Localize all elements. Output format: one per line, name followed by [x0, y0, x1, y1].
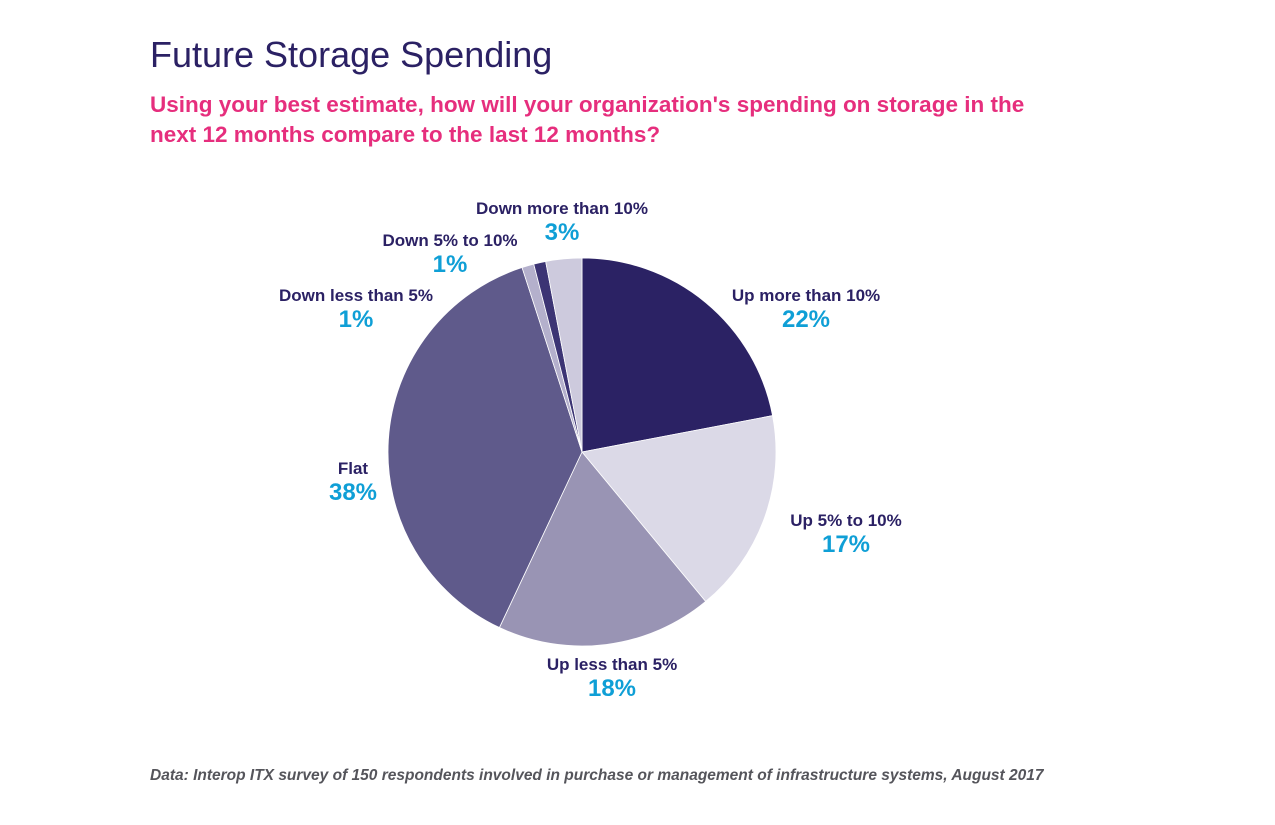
slice-label-down-less-than-5: Down less than 5% — [279, 286, 433, 305]
pie-labels: Up more than 10%22% Up 5% to 10%17% Up les… — [279, 199, 902, 702]
slice-label-flat: Flat — [338, 459, 369, 478]
slice-label-up-more-than-10: Up more than 10% — [732, 286, 880, 305]
slice-label-up-less-than-5: Up less than 5% — [547, 655, 677, 674]
slice-label-up-5-to-10: Up 5% to 10% — [790, 511, 901, 530]
slice-label-down-more-than-10: Down more than 10% — [476, 199, 648, 218]
pie-slice-up-more-than-10 — [581, 257, 774, 453]
chart-title: Future Storage Spending — [150, 34, 553, 75]
pie-slices — [387, 257, 777, 647]
slice-value-up-5-to-10: 17% — [822, 531, 870, 558]
pie-slice-up-less-than-5 — [498, 451, 707, 647]
pie-slice-up-5-to-10 — [581, 415, 777, 603]
slice-value-down-less-than-5: 1% — [339, 306, 374, 333]
slice-value-flat: 38% — [329, 479, 377, 506]
slice-value-up-less-than-5: 18% — [588, 675, 636, 702]
pie-slice-flat — [387, 266, 583, 629]
chart-subtitle: Using your best estimate, how will your … — [150, 92, 1025, 147]
slice-value-down-more-than-10: 3% — [545, 219, 580, 246]
slice-label-down-5-to-10: Down 5% to 10% — [382, 231, 517, 250]
slice-value-up-more-than-10: 22% — [782, 306, 830, 333]
slice-value-down-5-to-10: 1% — [433, 251, 468, 278]
pie-slice-down-more-than-10 — [545, 257, 583, 453]
source-footnote: Data: Interop ITX survey of 150 responde… — [150, 767, 1044, 784]
